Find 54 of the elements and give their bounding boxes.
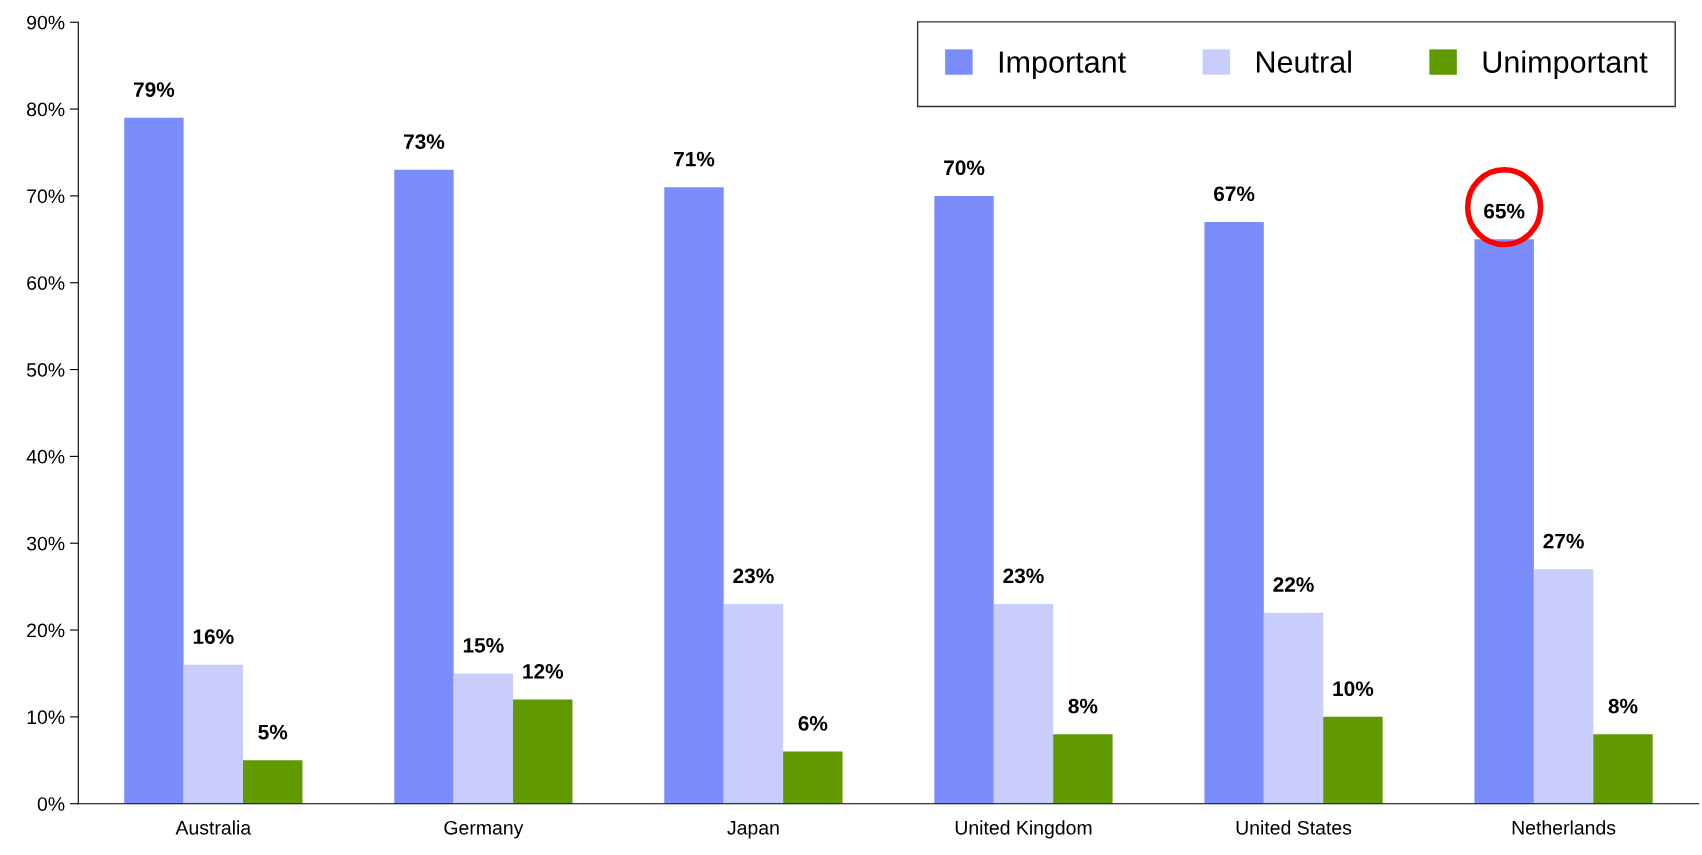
- text: 23%: [1003, 568, 1044, 584]
- y-tick-label: 40%: [26, 449, 65, 464]
- bar: [783, 751, 843, 804]
- y-tick-label: 70%: [27, 189, 65, 204]
- y-tick-label: 0%: [37, 797, 65, 811]
- text: 6%: [798, 716, 828, 731]
- bar: [183, 664, 244, 804]
- legend-label: Unimportant: [1483, 50, 1648, 79]
- bar: [1323, 716, 1383, 804]
- text: 12%: [523, 663, 564, 679]
- legend-label: Neutral: [1256, 50, 1351, 73]
- bar: [1593, 734, 1653, 804]
- bar: [513, 699, 573, 804]
- text: 8%: [1608, 698, 1638, 714]
- text: 67%: [1214, 186, 1255, 202]
- text: 16%: [193, 629, 234, 644]
- bar: [124, 117, 184, 804]
- text: 71%: [674, 151, 715, 167]
- text: 10%: [1333, 681, 1374, 697]
- text: 65%: [1484, 203, 1525, 219]
- text: 27%: [1543, 533, 1584, 549]
- bar: [394, 169, 454, 804]
- bar: [1053, 734, 1113, 804]
- y-tick-label: 10%: [27, 710, 65, 725]
- legend-label: Important: [999, 51, 1126, 79]
- y-tick-label: 20%: [27, 623, 65, 638]
- bar: [1533, 569, 1594, 804]
- text: 22%: [1273, 577, 1314, 592]
- y-tick-label: 50%: [26, 363, 65, 377]
- x-tick-label: Japan: [727, 821, 779, 839]
- text: 70%: [944, 160, 985, 176]
- text: 79%: [133, 82, 175, 97]
- x-tick-label: United Kingdom: [955, 820, 1092, 839]
- bar: [1263, 612, 1324, 804]
- bar: [453, 673, 514, 804]
- x-tick-label: Germany: [444, 820, 524, 839]
- bar: [723, 603, 784, 804]
- text: 15%: [463, 637, 504, 653]
- x-tick-label: Australia: [175, 820, 252, 835]
- text: 5%: [258, 724, 288, 740]
- bar: [993, 603, 1054, 804]
- y-tick-label: 30%: [26, 536, 65, 551]
- y-tick-label: 80%: [27, 102, 65, 117]
- x-tick-label: Netherlands: [1512, 820, 1616, 835]
- bar: [1204, 221, 1264, 804]
- text: 23%: [733, 568, 774, 584]
- bar: [934, 195, 994, 804]
- text: 73%: [404, 134, 445, 150]
- y-tick-label: 60%: [27, 276, 65, 290]
- text: 8%: [1068, 698, 1098, 714]
- bar: [664, 187, 724, 804]
- x-tick-label: United States: [1236, 820, 1352, 835]
- y-tick-label: 90%: [27, 15, 65, 30]
- bar: [243, 760, 303, 804]
